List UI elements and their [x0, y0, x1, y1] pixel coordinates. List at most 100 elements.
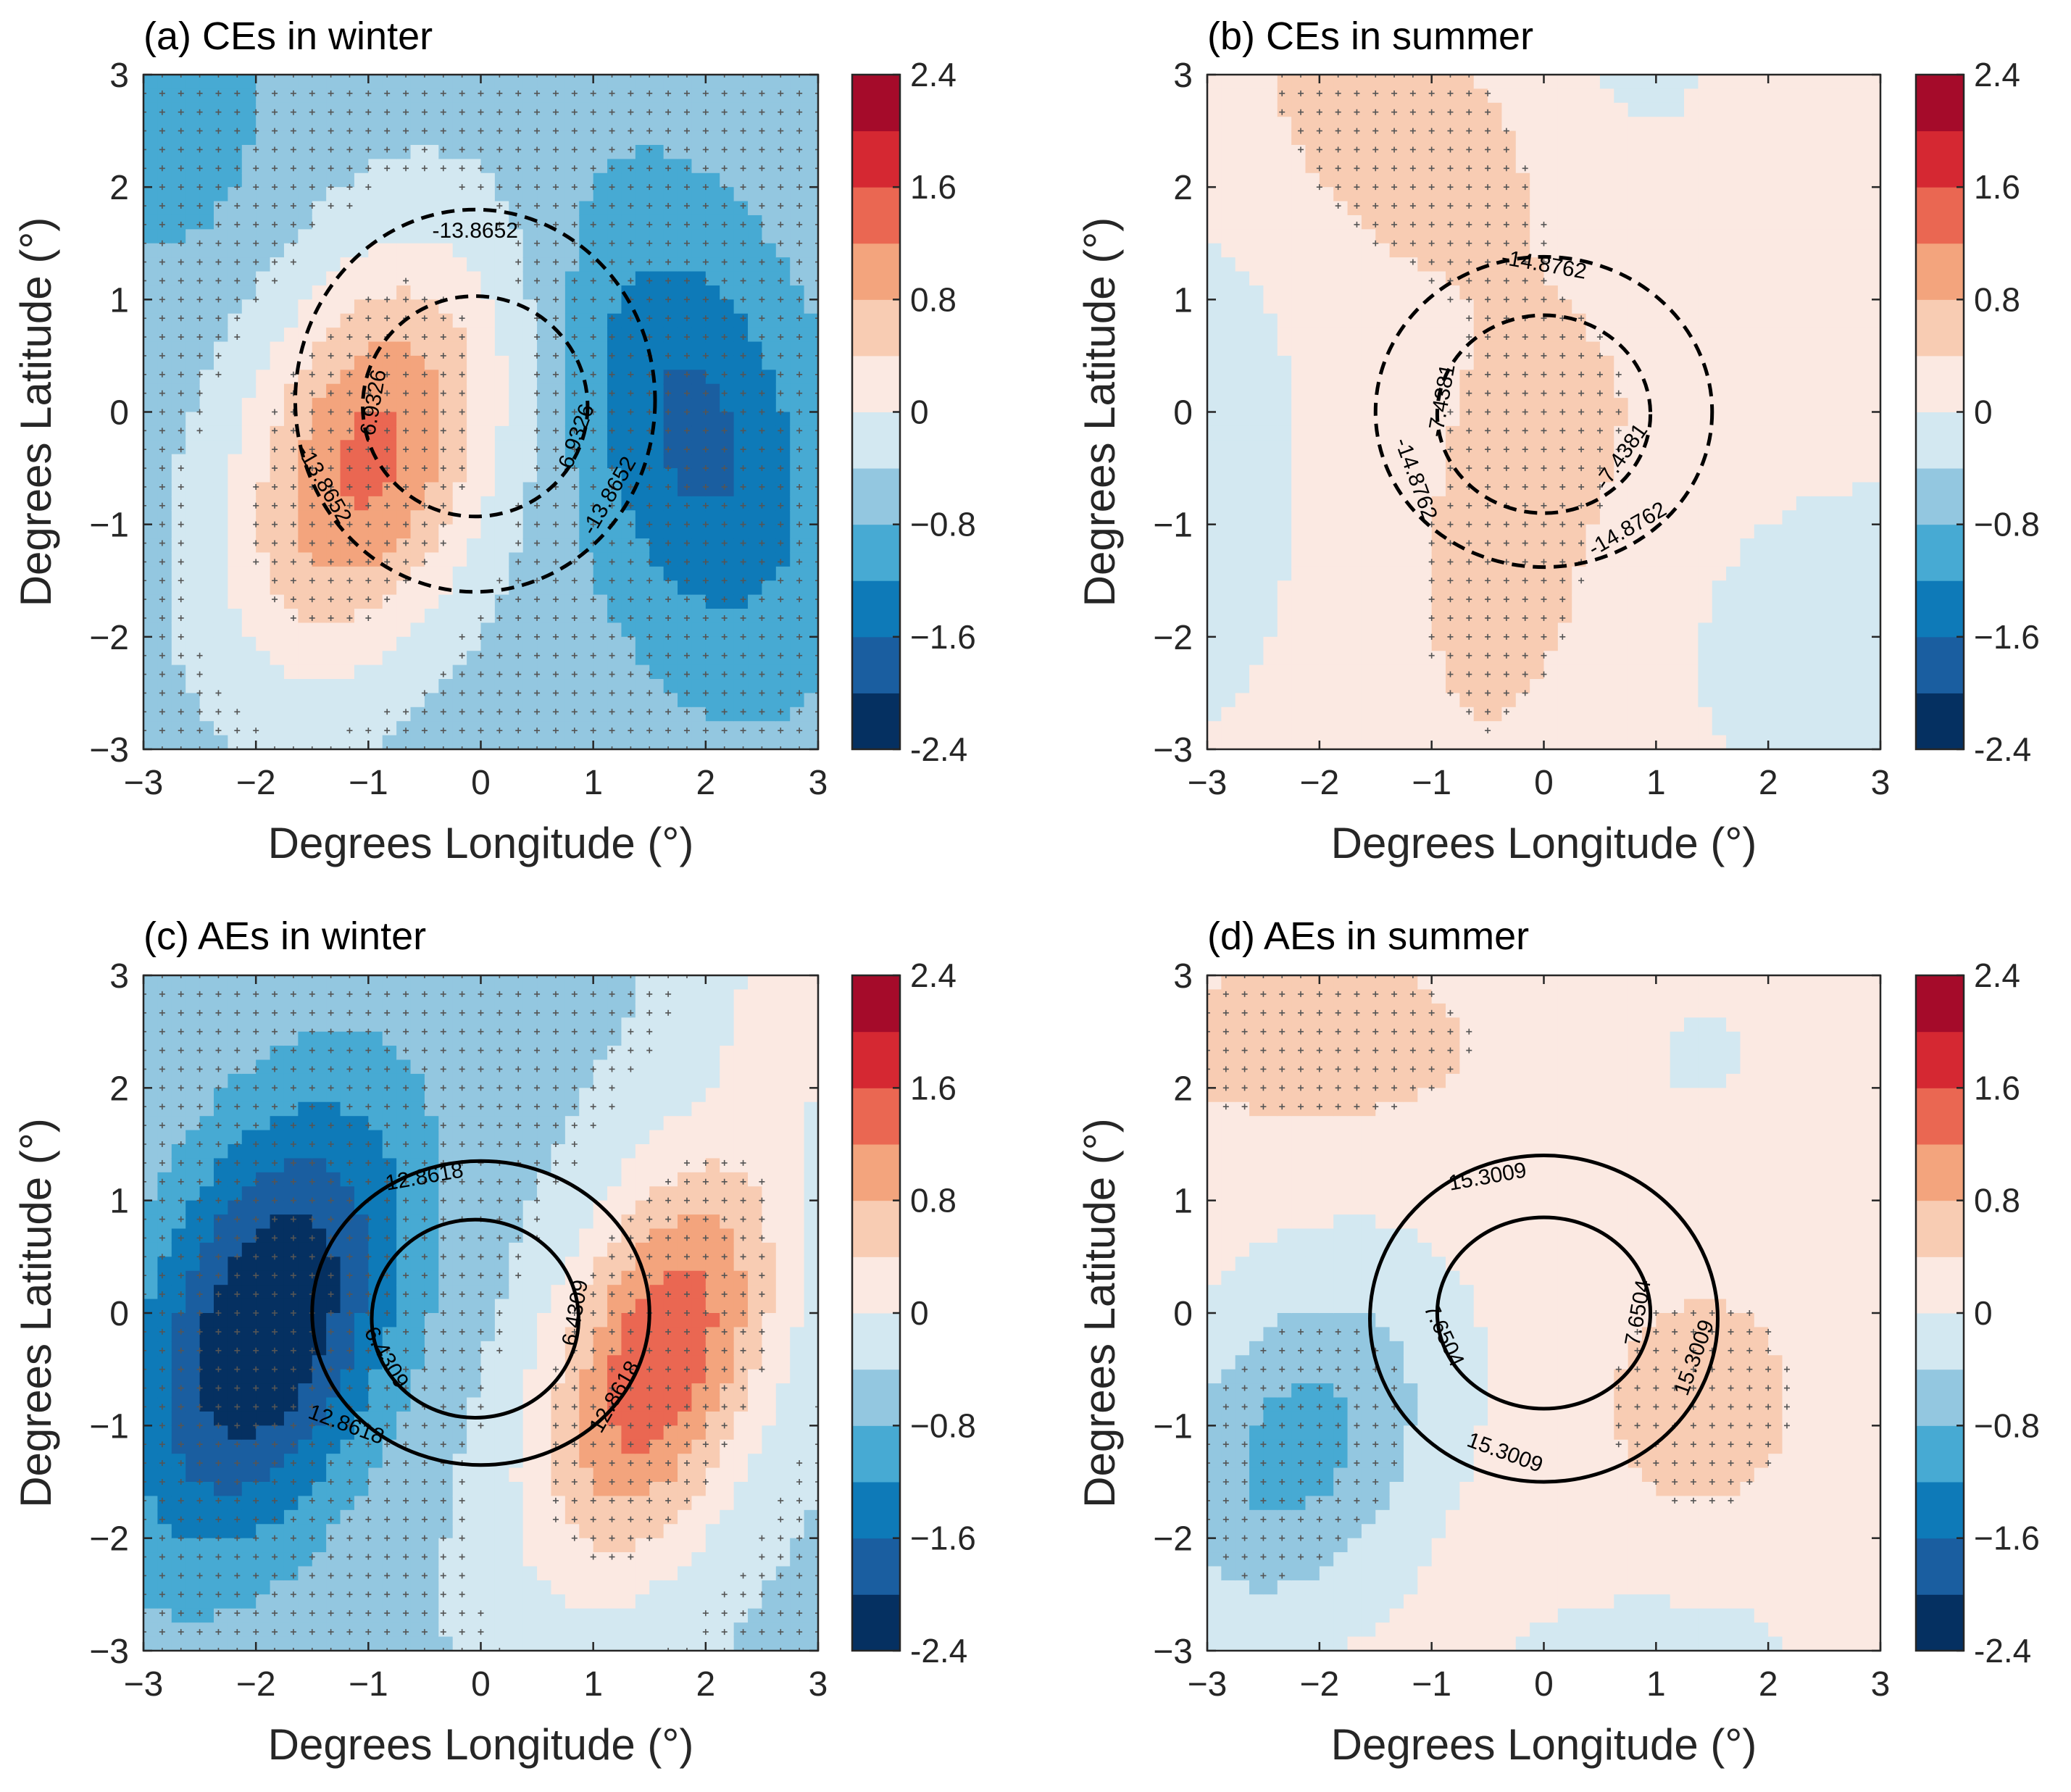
field-cell — [1305, 510, 1320, 525]
field-cell — [1501, 102, 1517, 117]
field-cell — [748, 454, 763, 469]
field-cell — [720, 229, 735, 244]
field-cell — [551, 130, 566, 146]
stipple-mark — [403, 146, 409, 153]
field-cell — [1361, 524, 1377, 539]
field-cell — [270, 538, 285, 554]
field-cell — [1417, 355, 1433, 371]
field-cell — [720, 609, 735, 624]
field-cell — [790, 622, 805, 638]
stipple-mark — [683, 296, 690, 303]
field-cell — [1501, 370, 1517, 385]
field-cell — [424, 88, 440, 104]
field-cell — [649, 538, 664, 554]
stipple-mark — [778, 483, 784, 490]
stipple-mark — [234, 165, 241, 172]
field-cell — [522, 299, 538, 314]
stipple-mark — [272, 90, 278, 96]
field-cell — [1431, 510, 1446, 525]
stipple-mark — [609, 334, 615, 341]
field-cell — [1291, 425, 1307, 441]
field-cell — [171, 159, 186, 174]
field-cell — [368, 454, 383, 469]
field-cell — [1501, 328, 1517, 343]
field-cell — [143, 721, 159, 736]
field-cell — [1333, 412, 1349, 427]
field-cell — [438, 482, 454, 497]
field-cell — [1291, 88, 1307, 104]
stipple-mark — [346, 502, 353, 509]
field-cell — [424, 594, 440, 609]
stipple-mark — [384, 296, 391, 303]
field-cell — [579, 524, 594, 539]
field-cell — [340, 398, 355, 413]
field-cell — [1305, 538, 1320, 554]
stipple-mark — [440, 690, 446, 696]
field-cell — [270, 594, 285, 609]
field-cell — [143, 271, 159, 286]
field-cell — [270, 496, 285, 512]
field-cell — [1389, 214, 1404, 230]
field-cell — [256, 594, 271, 609]
field-cell — [621, 440, 636, 455]
field-cell — [1375, 201, 1391, 216]
field-cell — [467, 524, 482, 539]
stipple-mark — [346, 746, 353, 749]
stipple-mark — [534, 390, 541, 396]
field-cell — [1557, 214, 1572, 230]
field-cell — [1530, 341, 1545, 357]
field-cell — [410, 679, 425, 694]
field-cell — [228, 693, 243, 708]
field-cell — [1543, 707, 1559, 722]
field-cell — [256, 622, 271, 638]
field-cell — [720, 187, 735, 202]
field-cell — [1221, 229, 1236, 244]
field-cell — [1599, 102, 1615, 117]
field-cell — [607, 130, 622, 146]
stipple-mark — [721, 75, 728, 78]
field-cell — [1403, 117, 1419, 132]
field-cell — [1305, 172, 1320, 188]
field-cell — [663, 102, 678, 117]
field-cell — [467, 454, 482, 469]
stipple-mark — [759, 633, 765, 640]
field-cell — [1515, 187, 1530, 202]
field-cell — [410, 622, 425, 638]
stipple-mark — [403, 540, 409, 546]
field-cell — [1207, 370, 1222, 385]
colorbar-tick-label: 1.6 — [910, 168, 957, 206]
field-cell — [228, 566, 243, 582]
field-cell — [1599, 440, 1615, 455]
field-cell — [1446, 383, 1461, 399]
field-cell — [494, 482, 510, 497]
field-cell — [1585, 651, 1601, 666]
field-cell — [480, 651, 496, 666]
stipple-mark — [178, 184, 184, 191]
field-cell — [635, 341, 651, 357]
stipple-mark — [178, 390, 184, 396]
field-cell — [1417, 398, 1433, 413]
field-cell — [1333, 299, 1349, 314]
field-cell — [1417, 651, 1433, 666]
field-cell — [607, 425, 622, 441]
field-cell — [1543, 341, 1559, 357]
stipple-mark — [253, 221, 259, 228]
field-cell — [186, 159, 201, 174]
field-cell — [256, 707, 271, 722]
field-cell — [1361, 130, 1377, 146]
stipple-mark — [665, 165, 672, 172]
field-cell — [1291, 201, 1307, 216]
field-cell — [1235, 102, 1250, 117]
field-cell — [705, 440, 721, 455]
field-cell — [1557, 341, 1572, 357]
stipple-mark — [571, 446, 578, 453]
field-cell — [705, 271, 721, 286]
field-cell — [1277, 355, 1292, 371]
field-cell — [607, 299, 622, 314]
stipple-mark — [702, 633, 709, 640]
field-cell — [1361, 679, 1377, 694]
field-cell — [424, 229, 440, 244]
field-cell — [509, 102, 524, 117]
stipple-mark — [234, 128, 241, 134]
field-cell — [438, 117, 454, 132]
